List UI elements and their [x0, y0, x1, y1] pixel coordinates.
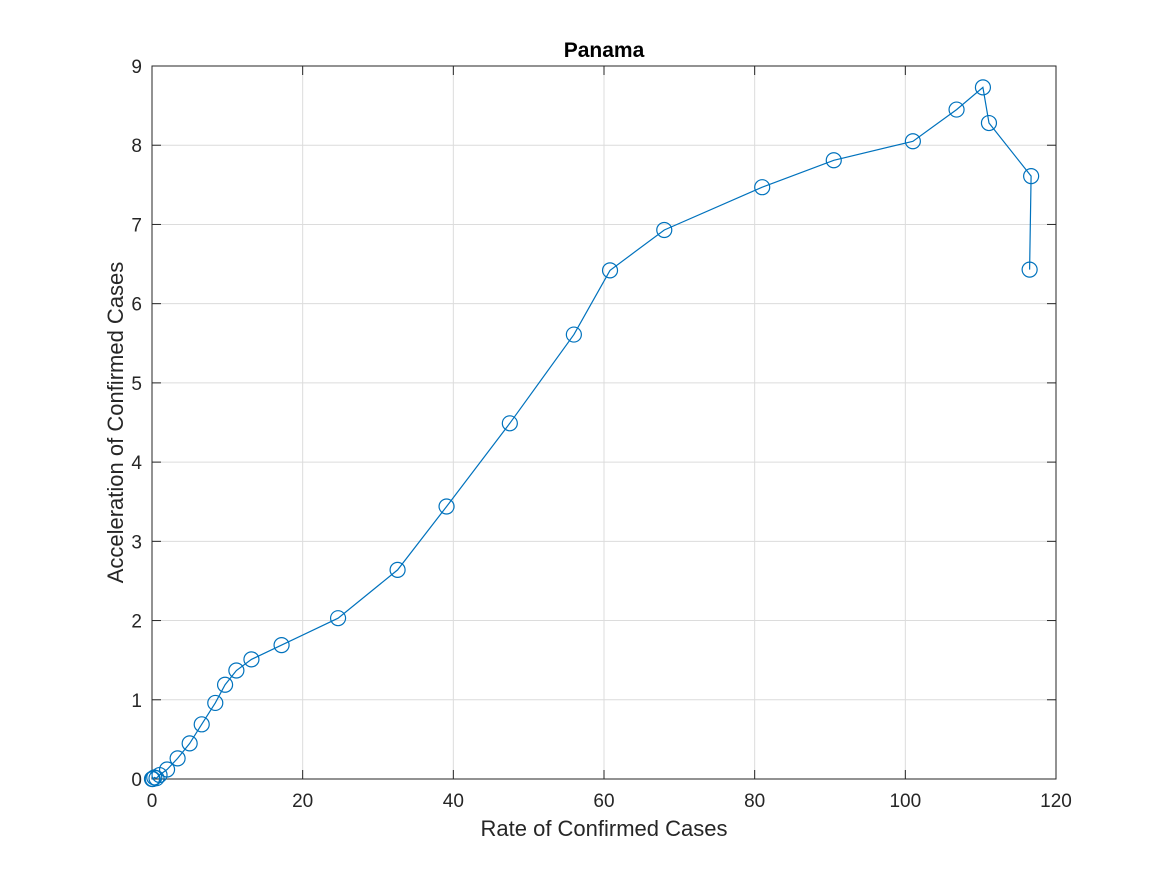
x-tick-label: 120	[1040, 791, 1072, 812]
y-tick-label: 7	[131, 215, 142, 236]
y-tick-label: 6	[131, 295, 142, 316]
y-tick-label: 1	[131, 691, 142, 712]
data-point	[1021, 261, 1038, 278]
data-point	[438, 498, 455, 515]
x-tick-label: 20	[292, 791, 313, 812]
x-axis-label: Rate of Confirmed Cases	[481, 816, 728, 841]
x-tick-label: 80	[744, 791, 765, 812]
data-point	[228, 662, 245, 679]
data-point	[904, 133, 921, 150]
x-tick-label: 40	[443, 791, 464, 812]
y-tick-label: 9	[131, 57, 142, 78]
data-point	[825, 152, 842, 169]
x-tick-label: 60	[593, 791, 614, 812]
data-point	[169, 750, 186, 767]
data-point	[601, 262, 619, 279]
data-point	[656, 221, 673, 239]
series-line	[152, 86, 1032, 780]
axis-ticks: 0 20 40 60 80 100 120 0 1 2 3 4 5 6 7 8 9	[131, 57, 1071, 812]
data-point	[207, 694, 224, 712]
data-point	[1023, 168, 1040, 185]
y-tick-label: 0	[131, 770, 142, 791]
data-point	[148, 770, 165, 787]
data-point	[565, 326, 582, 343]
data-point	[980, 114, 998, 132]
data-point	[501, 415, 518, 432]
data-point	[181, 735, 198, 752]
data-point	[974, 79, 992, 96]
data-point	[158, 761, 176, 778]
y-tick-label: 8	[131, 136, 142, 157]
data-point	[754, 179, 771, 196]
data-point	[948, 101, 965, 118]
y-tick-label: 3	[131, 532, 142, 553]
x-tick-label: 0	[147, 791, 158, 812]
data-point	[193, 716, 210, 733]
data-point	[243, 651, 260, 668]
y-tick-label: 5	[131, 374, 142, 395]
y-tick-label: 2	[131, 612, 142, 633]
series-layer	[143, 79, 1040, 788]
data-point	[329, 610, 347, 627]
y-tick-label: 4	[131, 453, 142, 474]
chart-title: Panama	[564, 39, 645, 62]
x-tick-label: 100	[889, 791, 921, 812]
data-point	[389, 561, 406, 578]
data-point	[273, 637, 290, 654]
data-point	[216, 676, 234, 693]
y-axis-label: Acceleration of Confirmed Cases	[103, 262, 128, 584]
